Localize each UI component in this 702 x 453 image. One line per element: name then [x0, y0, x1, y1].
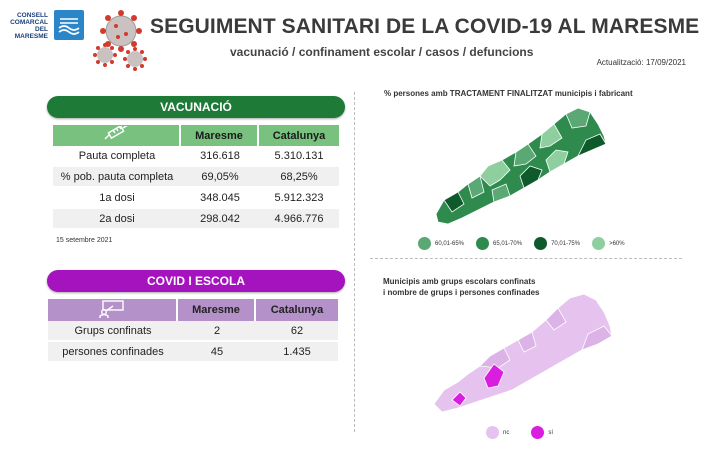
schools-map-title: Municipis amb grups escolars confinats i…	[383, 276, 583, 298]
vaccination-section-title: VACUNACIÓ	[47, 96, 345, 118]
row-label: % pob. pauta completa	[53, 167, 181, 188]
cell-catalunya: 5.912.323	[259, 188, 339, 209]
legend-swatch	[531, 426, 545, 439]
vaccination-map-title: % persones amb TRACTAMENT FINALITZAT mun…	[384, 89, 633, 98]
legend-swatch	[418, 237, 431, 250]
cell-maresme: 69,05%	[181, 167, 259, 188]
row-label: Pauta completa	[53, 146, 181, 167]
cell-catalunya: 5.310.131	[259, 146, 339, 167]
legend-item: 70,01-75%	[534, 237, 580, 250]
legend-label: 70,01-75%	[551, 240, 581, 247]
cell-catalunya: 68,25%	[259, 167, 339, 188]
row-label: 1a dosi	[53, 188, 181, 209]
council-emblem-icon	[54, 10, 84, 40]
org-line-2: COMARCAL	[10, 19, 48, 26]
legend-label: nc	[503, 429, 510, 436]
horizontal-divider	[370, 258, 682, 259]
virus-small-icon	[93, 43, 117, 67]
schools-map	[433, 293, 613, 413]
cell-maresme: 298.042	[181, 209, 259, 230]
legend-label: 60,01-65%	[435, 240, 465, 247]
org-line-1: CONSELL	[16, 12, 48, 19]
virus-icon	[100, 10, 142, 52]
col-maresme: Maresme	[178, 299, 256, 321]
legend-label: 65,01-70%	[493, 240, 523, 247]
legend-swatch	[592, 237, 606, 250]
legend-swatch	[486, 426, 499, 439]
row-label: persones confinades	[48, 342, 178, 363]
legend-label: sí	[548, 429, 554, 436]
legend-item: 65,01-70%	[476, 237, 522, 250]
table-row: % pob. pauta completa 69,05% 68,25%	[53, 167, 339, 188]
col-maresme: Maresme	[181, 125, 259, 146]
teacher-board-icon	[48, 299, 178, 321]
cell-maresme: 316.618	[181, 146, 259, 167]
row-label: Grups confinats	[48, 321, 178, 342]
virus-small-icon	[123, 47, 147, 71]
col-catalunya: Catalunya	[256, 299, 338, 321]
vertical-divider	[354, 92, 355, 432]
council-name: CONSELL COMARCAL DEL MARESME	[6, 12, 48, 40]
table-row: 1a dosi 348.045 5.912.323	[53, 188, 339, 209]
legend-item: >60%	[592, 237, 625, 250]
table-header-row: Maresme Catalunya	[53, 124, 339, 146]
col-catalunya: Catalunya	[259, 125, 339, 146]
legend-item: nc	[486, 426, 509, 439]
council-logo: CONSELL COMARCAL DEL MARESME	[6, 10, 86, 44]
school-table: Maresme Catalunya Grups confinats 2 62 p…	[48, 299, 338, 363]
school-section-title: COVID I ESCOLA	[47, 270, 345, 292]
table-row: persones confinades 45 1.435	[48, 342, 338, 363]
cell-catalunya: 4.966.776	[259, 209, 339, 230]
syringe-icon	[53, 124, 181, 146]
schools-map-legend: nc sí	[486, 426, 565, 439]
page-title: SEGUIMENT SANITARI DE LA COVID-19 AL MAR…	[150, 15, 700, 38]
legend-item: 60,01-65%	[418, 237, 464, 250]
table-header-row: Maresme Catalunya	[48, 299, 338, 321]
cell-maresme: 2	[178, 321, 256, 342]
org-line-3: DEL	[35, 26, 48, 33]
cell-catalunya: 62	[256, 321, 338, 342]
vaccination-date-note: 15 setembre 2021	[56, 237, 113, 244]
page-subtitle: vacunació / confinament escolar / casos …	[230, 45, 534, 59]
cell-catalunya: 1.435	[256, 342, 338, 363]
schools-map-title-line-1: Municipis amb grups escolars confinats	[383, 277, 536, 286]
schools-map-title-line-2: i nombre de grups i persones confinades	[383, 288, 540, 297]
table-row: Grups confinats 2 62	[48, 321, 338, 342]
cell-maresme: 45	[178, 342, 256, 363]
vaccination-map	[435, 107, 607, 225]
cell-maresme: 348.045	[181, 188, 259, 209]
vaccination-map-legend: 60,01-65% 65,01-70% 70,01-75% >60%	[418, 237, 637, 250]
org-line-4: MARESME	[14, 33, 48, 40]
legend-item: sí	[531, 426, 553, 439]
legend-swatch	[534, 237, 548, 250]
table-row: Pauta completa 316.618 5.310.131	[53, 146, 339, 167]
vaccination-table: Maresme Catalunya Pauta completa 316.618…	[53, 124, 339, 230]
legend-label: >60%	[609, 240, 625, 247]
row-label: 2a dosi	[53, 209, 181, 230]
table-row: 2a dosi 298.042 4.966.776	[53, 209, 339, 230]
last-updated: Actualització: 17/09/2021	[596, 58, 686, 67]
legend-swatch	[476, 237, 490, 250]
